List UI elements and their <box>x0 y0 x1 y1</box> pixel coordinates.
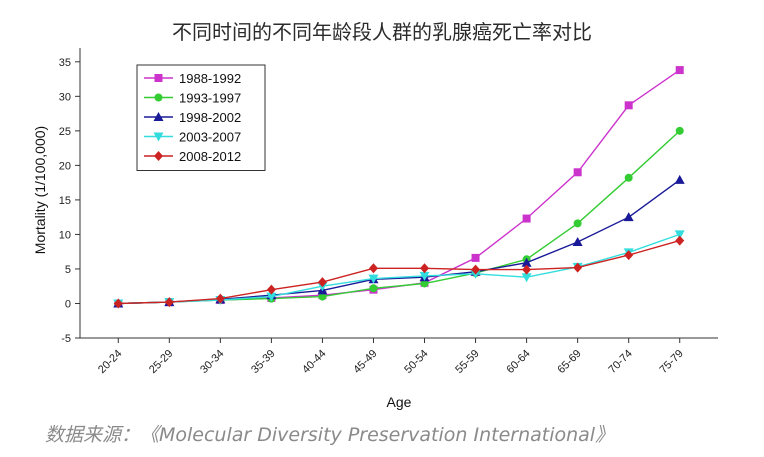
x-tick-label: 70-74 <box>606 348 634 376</box>
series-line <box>118 233 680 305</box>
legend-item: 2003-2007 <box>144 130 241 145</box>
legend-marker <box>154 151 163 161</box>
x-tick-label: 75-79 <box>657 348 685 376</box>
y-tick-label: 0 <box>65 298 71 310</box>
legend-item: 2008-2012 <box>144 149 241 164</box>
legend-item: 1998-2002 <box>144 110 241 125</box>
legend: 1988-1992 1993-1997 1998-2002 2003-2007 2008… <box>136 64 266 171</box>
data-point <box>674 230 685 240</box>
data-point <box>573 168 582 177</box>
source-note: 数据来源：《Molecular Diversity Preservation I… <box>45 424 614 446</box>
x-tick-label: 55-59 <box>453 348 481 376</box>
series-2003-2007 <box>113 230 685 309</box>
data-point <box>369 284 378 293</box>
data-point <box>419 271 430 281</box>
y-tick-label: -5 <box>61 333 71 345</box>
data-point <box>521 257 532 267</box>
data-point <box>266 292 277 302</box>
data-point <box>266 284 276 295</box>
data-point <box>368 274 379 284</box>
legend-label: 1998-2002 <box>179 110 241 125</box>
x-tick-label: 25-29 <box>147 348 175 376</box>
legend-marker <box>154 93 163 102</box>
legend-marker <box>153 132 164 142</box>
data-point <box>471 253 480 262</box>
x-tick-label: 65-69 <box>555 348 583 376</box>
y-tick-label: 35 <box>59 57 71 69</box>
x-axis-title: Age <box>387 394 412 410</box>
y-tick-label: 5 <box>65 264 71 276</box>
data-point <box>572 237 583 247</box>
legend-item: 1988-1992 <box>144 71 241 86</box>
data-point <box>471 264 481 275</box>
data-point <box>368 263 378 274</box>
data-point <box>420 263 430 274</box>
chart-title: 不同时间的不同年龄段人群的乳腺癌死亡率对比 <box>172 20 592 44</box>
series-2008-2012 <box>113 235 685 309</box>
series-line <box>118 179 681 305</box>
legend-item: 1993-1997 <box>144 91 241 106</box>
data-point <box>420 279 429 288</box>
x-tick-label: 20-24 <box>96 348 124 376</box>
y-tick-label: 20 <box>59 160 71 172</box>
legend-label: 1988-1992 <box>179 71 241 86</box>
data-point <box>113 298 123 309</box>
legend-label: 2003-2007 <box>179 130 241 145</box>
data-point <box>674 174 685 184</box>
data-point <box>317 277 327 288</box>
data-point <box>573 219 582 228</box>
y-tick-label: 15 <box>59 195 71 207</box>
data-point <box>573 262 583 273</box>
y-tick-label: 30 <box>59 91 71 103</box>
x-tick-label: 40-44 <box>300 348 328 376</box>
y-tick-label: 10 <box>59 229 71 241</box>
y-axis-title: Mortality (1/100,000) <box>32 126 48 254</box>
y-tick-label: 25 <box>59 126 71 138</box>
x-tick-label: 60-64 <box>504 348 532 376</box>
x-tick-label: 45-49 <box>351 348 379 376</box>
x-tick-label: 35-39 <box>249 348 277 376</box>
legend-label: 1993-1997 <box>179 91 241 106</box>
data-point <box>675 235 685 246</box>
data-point <box>624 250 634 261</box>
data-point <box>215 293 225 304</box>
legend-marker <box>154 74 163 82</box>
legend-marker <box>153 112 164 121</box>
data-point <box>522 214 531 223</box>
data-point <box>624 101 633 110</box>
series-line <box>118 239 680 305</box>
data-point <box>522 264 532 275</box>
series-layer <box>113 66 685 309</box>
data-point <box>623 212 634 222</box>
data-point <box>521 273 532 283</box>
data-point <box>164 297 174 308</box>
legend-label: 2008-2012 <box>179 149 241 164</box>
data-point <box>624 173 633 182</box>
data-point <box>675 66 684 75</box>
x-tick-label: 30-34 <box>198 348 226 376</box>
data-point <box>675 126 684 135</box>
data-point <box>318 292 327 301</box>
series-1998-2002 <box>113 174 685 308</box>
x-tick-label: 50-54 <box>402 348 430 376</box>
